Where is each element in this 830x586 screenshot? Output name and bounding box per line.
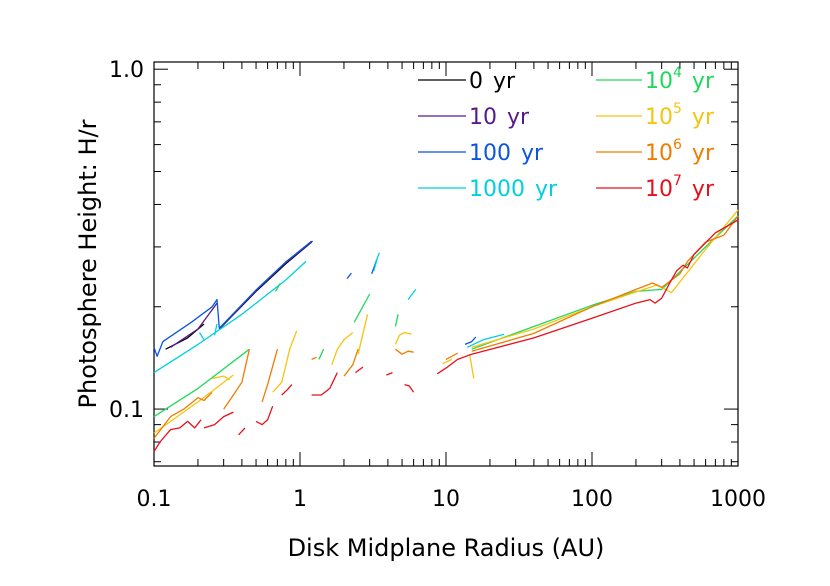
legend-item: 10 yr	[418, 105, 530, 130]
series-line	[153, 419, 202, 452]
series-line	[153, 260, 307, 374]
series-line	[343, 348, 359, 377]
axis-ticks: 0.1 1 10 100 1000 0.1 1.0	[109, 58, 766, 512]
series-line	[255, 405, 274, 426]
series-line	[471, 215, 739, 352]
legend-label: 106 yr	[645, 137, 715, 166]
legend-label: 1000 yr	[469, 177, 558, 202]
series-5	[153, 209, 739, 434]
x-tick-label: 0.1	[137, 487, 172, 512]
legend-item: 105 yr	[596, 101, 715, 130]
series-line	[198, 332, 205, 341]
series-line	[395, 348, 414, 355]
series-line	[223, 349, 251, 410]
series-line	[445, 352, 458, 360]
series-line	[404, 383, 415, 393]
x-axis-label: Disk Midplane Radius (AU)	[288, 534, 605, 562]
series-line	[203, 411, 234, 429]
series-line	[373, 252, 380, 272]
series-line	[471, 215, 739, 350]
series-line	[218, 240, 314, 330]
series-line	[261, 349, 279, 403]
legend-label: 10 yr	[469, 105, 530, 130]
series-line	[153, 240, 313, 357]
series-line	[153, 348, 250, 418]
series-line	[272, 330, 298, 393]
series-line	[311, 356, 317, 360]
legend-item: 0 yr	[418, 69, 516, 94]
series-line	[153, 374, 234, 434]
legend-label: 0 yr	[469, 69, 516, 94]
series-line	[318, 348, 325, 360]
series-7	[153, 219, 739, 452]
series-line	[153, 391, 213, 439]
series-line	[394, 331, 412, 345]
series-lines	[153, 209, 739, 452]
series-line	[213, 323, 218, 336]
x-tick-label: 1000	[710, 487, 766, 512]
legend-item: 106 yr	[596, 137, 715, 166]
series-line	[468, 354, 475, 379]
legend-item: 107 yr	[596, 173, 715, 202]
x-tick-label: 10	[432, 487, 460, 512]
x-tick-label: 1	[293, 487, 307, 512]
series-line	[471, 209, 739, 348]
series-line	[442, 358, 453, 365]
series-line	[353, 293, 371, 323]
legend-label: 107 yr	[645, 173, 715, 202]
legend-label: 100 yr	[469, 141, 544, 166]
series-line	[218, 241, 313, 330]
x-tick-label: 100	[571, 487, 613, 512]
series-6	[153, 215, 739, 439]
legend-label: 104 yr	[645, 65, 715, 94]
series-line	[238, 427, 246, 436]
legend-item: 100 yr	[418, 141, 544, 166]
series-line	[467, 333, 505, 348]
legend-item: 1000 yr	[418, 177, 558, 202]
series-line	[386, 371, 393, 376]
series-3	[153, 252, 505, 374]
series-line	[281, 384, 293, 396]
series-line	[274, 283, 281, 292]
series-line	[407, 289, 417, 300]
y-tick-label: 1.0	[109, 58, 144, 83]
series-line	[331, 331, 354, 366]
series-2	[153, 240, 477, 357]
series-line	[355, 366, 364, 374]
legend: 0 yr 10 yr 100 yr 1000 yr 104 yr 105 yr 106 yr 107 yr	[418, 65, 715, 202]
series-line	[311, 372, 338, 396]
series-line	[211, 375, 231, 381]
y-tick-label: 0.1	[109, 398, 144, 423]
series-line	[170, 302, 218, 348]
series-line	[357, 314, 369, 355]
series-line	[436, 219, 739, 375]
series-4	[153, 215, 739, 418]
series-line	[346, 272, 352, 280]
legend-item: 104 yr	[596, 65, 715, 94]
series-line	[394, 314, 399, 327]
series-line	[464, 336, 477, 345]
legend-label: 105 yr	[645, 101, 715, 130]
y-axis-label: Photosphere Height: H/r	[74, 119, 102, 408]
